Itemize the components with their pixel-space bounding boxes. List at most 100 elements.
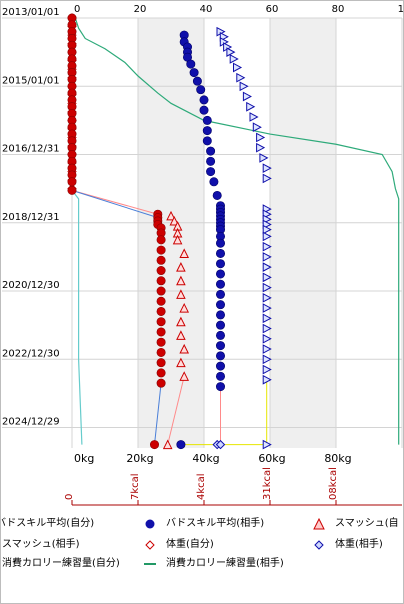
shaded-band	[270, 18, 336, 448]
opponent-skill-point	[216, 279, 226, 289]
calorie-tick-label: 7kcal	[130, 473, 141, 500]
connector-line	[154, 383, 162, 445]
own-skill-point	[150, 440, 160, 450]
own-skill-point	[156, 347, 166, 357]
opponent-skill-point	[216, 341, 226, 351]
legend-label: 消費カロリー練習量(自分)	[2, 558, 120, 569]
opponent-smash-point	[249, 112, 259, 122]
kg-tick-label: 80kg	[324, 452, 351, 465]
opponent-skill-point	[186, 59, 196, 69]
own-smash-point	[169, 215, 180, 226]
own-skill-point	[156, 255, 166, 265]
opponent-smash-point	[236, 72, 246, 83]
opponent-skill-point	[199, 105, 209, 115]
opponent-skill-point	[202, 136, 212, 146]
blue-diamond-icon	[314, 540, 324, 550]
legend-label: スマッシュ(自	[335, 518, 399, 529]
top-axis-tick-label: 10	[398, 4, 404, 15]
top-axis-tick-label: 60	[266, 4, 279, 15]
opponent-weight-point	[215, 439, 226, 450]
own-skill-point	[156, 378, 166, 388]
calorie-tick-label: 0	[64, 494, 75, 500]
opponent-skill-point	[199, 95, 209, 105]
legend-row-2: スマッシュ(相手) 体重(自分) 体重(相手)	[0, 536, 404, 554]
opponent-skill-point	[216, 238, 226, 248]
own-skill-point	[156, 337, 166, 347]
own-skill-point	[156, 266, 166, 276]
opponent-skill-point	[196, 85, 206, 95]
opponent-skill-point	[216, 248, 226, 258]
own-skill-point	[156, 306, 166, 316]
date-tick-label: 2024/12/29	[2, 417, 60, 428]
opponent-skill-point	[212, 190, 222, 200]
legend-label: 体重(相手)	[335, 539, 383, 550]
opponent-smash-point	[262, 241, 272, 252]
red-diamond-icon	[145, 540, 155, 550]
calorie-tick-label: 08kcal	[328, 467, 339, 500]
legend-label: バドスキル平均(自分)	[0, 518, 95, 529]
opponent-smash-point	[256, 142, 266, 153]
red-triangle-icon	[313, 518, 325, 530]
practice-log-chart: 2013/01/01 2015/01/01 2016/12/31 2018/12/31…	[2, 4, 404, 506]
shaded-band	[138, 18, 204, 448]
opponent-smash-point	[262, 293, 272, 303]
kg-tick-label: 40kg	[192, 452, 219, 465]
own-smash-point	[179, 343, 190, 354]
own-smash-point	[162, 439, 173, 450]
opponent-smash-point	[259, 153, 269, 163]
kg-tick-label: 0kg	[74, 452, 94, 465]
opponent-smash-point	[262, 224, 272, 235]
opponent-smash-point	[262, 364, 272, 375]
opponent-smash-point	[256, 132, 266, 143]
own-skill-point	[156, 235, 166, 245]
own-skill-point	[156, 317, 166, 327]
opponent-skill-point	[216, 330, 226, 340]
top-axis-tick-label: 40	[200, 4, 213, 15]
legend-label: 消費カロリー練習量(相手)	[166, 558, 284, 569]
opponent-smash-point	[246, 101, 256, 112]
own-smash-point	[179, 371, 190, 381]
opponent-smash-point	[262, 303, 272, 313]
own-smash-point	[179, 248, 190, 258]
opponent-smash-point	[262, 439, 272, 450]
opponent-skill-point	[216, 300, 226, 310]
own-skill-point	[156, 296, 166, 306]
opponent-smash-point	[262, 252, 272, 262]
opponent-smash-point	[262, 282, 272, 293]
connector-line	[71, 189, 158, 215]
opponent-skill-point	[192, 76, 202, 86]
opponent-smash-point	[262, 323, 272, 334]
own-smash-point	[176, 289, 186, 299]
opponent-skill-point	[216, 259, 226, 269]
opponent-smash-point	[262, 173, 272, 184]
top-axis-tick-label: 0	[74, 4, 80, 15]
own-smash-point	[176, 275, 186, 286]
opponent-skill-point	[216, 351, 226, 361]
top-axis-tick-label: 20	[134, 4, 147, 15]
opponent-skill-point	[209, 177, 219, 187]
opponent-skill-point	[216, 361, 226, 371]
opponent-smash-point	[226, 47, 236, 57]
opponent-smash-point	[239, 81, 249, 92]
calorie-tick-label: 4kcal	[196, 473, 207, 500]
own-smash-point	[176, 357, 186, 368]
opponent-smash-point	[233, 62, 243, 73]
opponent-skill-point	[189, 68, 199, 78]
kg-tick-label: 20kg	[126, 452, 153, 465]
blue-circle-icon	[145, 519, 155, 529]
date-tick-label: 2020/12/30	[2, 280, 60, 291]
opponent-smash-point	[262, 344, 272, 354]
opponent-skill-point	[216, 371, 226, 381]
own-skill-point	[156, 286, 166, 296]
legend-row-3: 消費カロリー練習量(自分) 消費カロリー練習量(相手)	[0, 555, 404, 573]
connector-line	[167, 376, 185, 445]
opponent-smash-point	[252, 122, 262, 133]
date-tick-label: 2016/12/31	[2, 144, 60, 155]
date-tick-label: 2022/12/30	[2, 348, 60, 359]
opponent-skill-point	[202, 115, 212, 125]
date-tick-label: 2015/01/01	[2, 75, 60, 86]
own-smash-point	[176, 316, 186, 327]
own-smash-point	[166, 210, 176, 221]
own-smash-point	[176, 262, 186, 272]
opponent-smash-point	[262, 354, 272, 365]
